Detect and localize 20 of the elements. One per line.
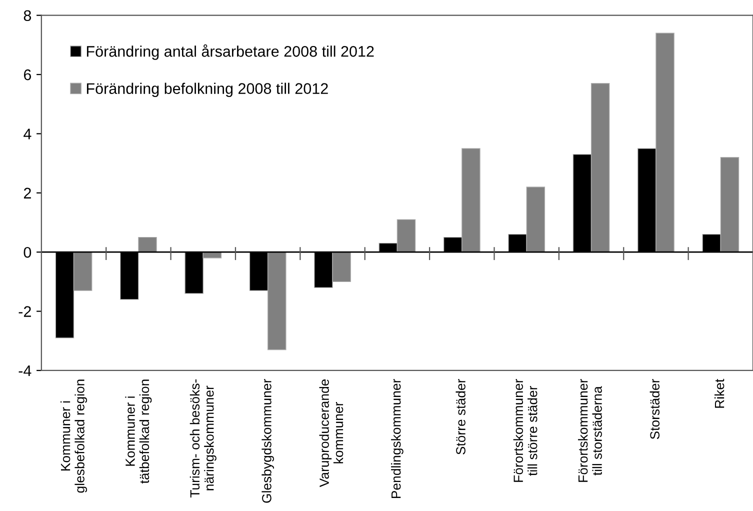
x-tick-label: Varuproducerande kommuner <box>319 379 344 488</box>
x-tick-label: Glesbygdskommuner <box>262 379 274 503</box>
y-tick-label: -4 <box>18 366 32 376</box>
y-tick-label: -2 <box>18 306 31 317</box>
legend-label: Förändring antal årsarbetare 2008 till 2012 <box>86 44 374 60</box>
y-tick-label: 8 <box>24 10 32 22</box>
x-tick-label: Storstäder <box>650 379 660 440</box>
x-tick-label: Pendlingskommuner <box>391 379 404 498</box>
x-tick-label: Riket <box>714 378 724 408</box>
x-tick-label: Större städer <box>456 379 466 454</box>
y-tick-label: 2 <box>24 188 31 198</box>
y-tick-label: 6 <box>24 69 32 80</box>
y-tick-label: 0 <box>24 246 32 258</box>
x-tick-label: Förortskommuner till storstäderna <box>578 379 602 482</box>
x-tick-label: Kommuner i tätbefolkad region <box>125 380 152 484</box>
x-tick-label: Turism- och besöks- näringskommuner <box>190 379 216 498</box>
x-tick-label: Förortskommuner till större städer <box>513 379 538 482</box>
legend-label: Förändring befolkning 2008 till 2012 <box>86 82 328 97</box>
y-tick-label: 4 <box>24 128 32 140</box>
x-tick-label: Kommuner i glesbefolkad region <box>60 380 88 493</box>
